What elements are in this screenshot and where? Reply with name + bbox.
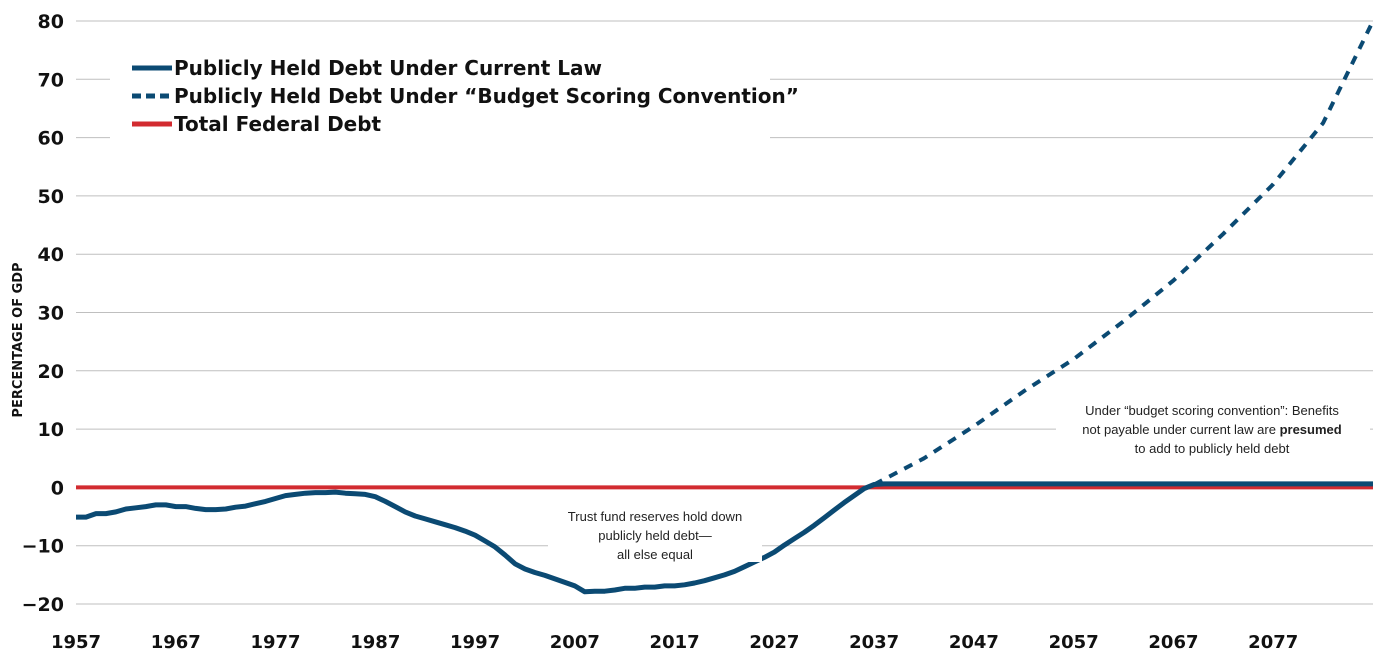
x-tick-label: 2007 xyxy=(550,632,600,651)
y-tick-label: 0 xyxy=(51,477,64,499)
series-lines xyxy=(76,20,1375,595)
y-tick-label: 30 xyxy=(38,303,64,325)
x-tick-label: 1967 xyxy=(151,632,201,651)
legend-label-scoring-convention: Publicly Held Debt Under “Budget Scoring… xyxy=(174,84,799,108)
y-tick-label: 20 xyxy=(38,361,64,383)
x-tick-label: 2037 xyxy=(849,632,899,651)
y-axis-ticks: −20 −10 0 10 20 30 40 50 60 70 80 xyxy=(22,11,64,616)
x-axis-ticks: 1957 1967 1977 1987 1997 2007 2017 2027 2037 2047… xyxy=(51,632,1298,651)
x-tick-label: 1987 xyxy=(350,632,400,651)
y-tick-label: 70 xyxy=(38,69,64,91)
series-scoring-convention-line xyxy=(873,20,1375,487)
annotation-trust-fund-line-2: publicly held debt— xyxy=(598,528,711,543)
series-current-law-line xyxy=(76,481,1373,595)
legend-label-current-law: Publicly Held Debt Under Current Law xyxy=(174,56,602,80)
annotation-trust-fund-line-1: Trust fund reserves hold down xyxy=(568,509,742,524)
annotation-scoring-line-2: not payable under current law are presum… xyxy=(1082,422,1341,437)
x-tick-label: 1997 xyxy=(450,632,500,651)
x-tick-label: 2017 xyxy=(650,632,700,651)
y-tick-label: −20 xyxy=(22,594,64,616)
y-tick-label: 10 xyxy=(38,419,64,441)
annotation-scoring-bg xyxy=(1056,398,1370,460)
x-tick-label: 1977 xyxy=(250,632,300,651)
annotation-scoring-line-2-text: not payable under current law are xyxy=(1082,422,1279,437)
y-tick-label: 50 xyxy=(38,186,64,208)
x-tick-label: 2027 xyxy=(749,632,799,651)
legend: Publicly Held Debt Under Current Law Pub… xyxy=(110,50,799,145)
x-tick-label: 2057 xyxy=(1049,632,1099,651)
y-tick-label: 80 xyxy=(38,11,64,33)
y-tick-label: −10 xyxy=(22,536,64,558)
legend-label-total-federal-debt: Total Federal Debt xyxy=(174,112,382,136)
x-tick-label: 2077 xyxy=(1248,632,1298,651)
x-tick-label: 2047 xyxy=(949,632,999,651)
y-tick-label: 60 xyxy=(38,128,64,150)
x-tick-label: 1957 xyxy=(51,632,101,651)
annotation-trust-fund: Trust fund reserves hold down publicly h… xyxy=(548,504,762,562)
annotation-trust-fund-bg xyxy=(548,504,762,562)
x-tick-label: 2067 xyxy=(1148,632,1198,651)
annotation-scoring-presumed: presumed xyxy=(1280,422,1342,437)
legend-bg xyxy=(110,50,770,145)
annotation-trust-fund-line-3: all else equal xyxy=(617,547,693,562)
annotation-scoring-line-3: to add to publicly held debt xyxy=(1135,441,1290,456)
y-tick-label: 40 xyxy=(38,244,64,266)
annotation-scoring-line-1: Under “budget scoring convention”: Benef… xyxy=(1085,403,1339,418)
y-axis-label: PERCENTAGE OF GDP xyxy=(11,262,26,417)
annotation-scoring-convention: Under “budget scoring convention”: Benef… xyxy=(1056,398,1370,460)
